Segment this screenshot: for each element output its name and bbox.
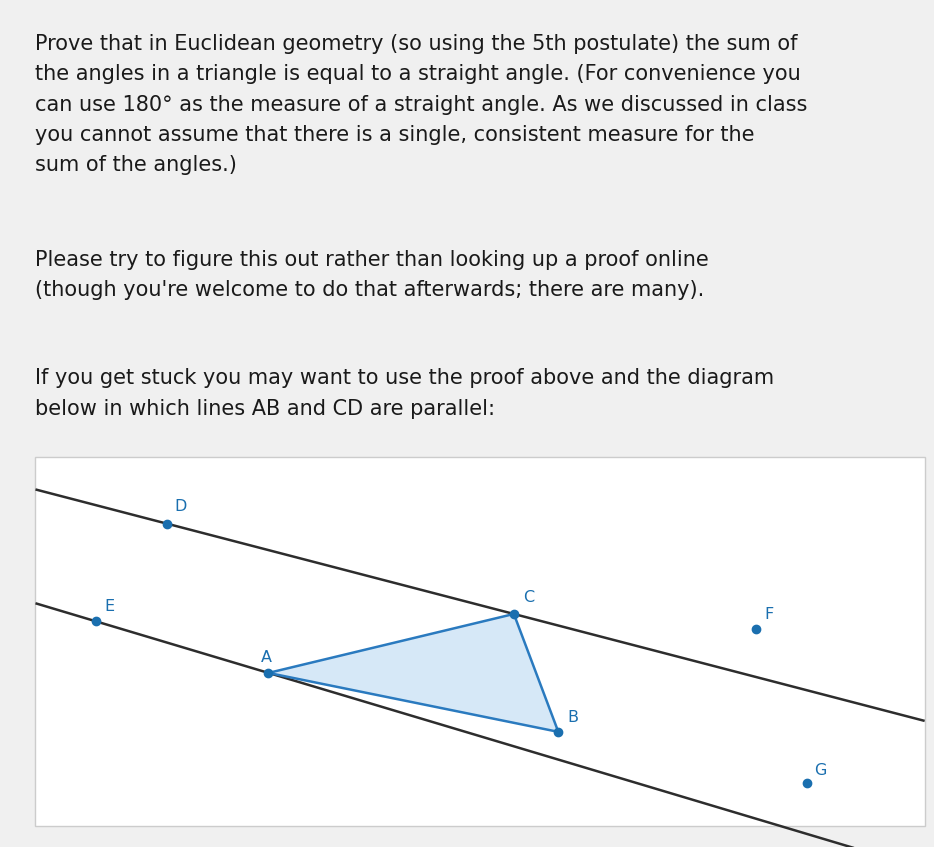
Text: Prove that in Euclidean geometry (so using the 5th postulate) the sum of
the ang: Prove that in Euclidean geometry (so usi… — [35, 34, 808, 175]
Text: G: G — [814, 763, 827, 778]
Polygon shape — [268, 614, 559, 732]
Text: C: C — [523, 590, 534, 605]
Text: F: F — [765, 607, 774, 622]
Text: B: B — [567, 711, 578, 725]
Text: D: D — [175, 500, 187, 514]
FancyBboxPatch shape — [35, 457, 925, 826]
Text: A: A — [262, 650, 273, 665]
Text: Please try to figure this out rather than looking up a proof online
(though you': Please try to figure this out rather tha… — [35, 250, 709, 301]
Text: If you get stuck you may want to use the proof above and the diagram
below in wh: If you get stuck you may want to use the… — [35, 368, 774, 419]
Text: E: E — [105, 599, 115, 614]
